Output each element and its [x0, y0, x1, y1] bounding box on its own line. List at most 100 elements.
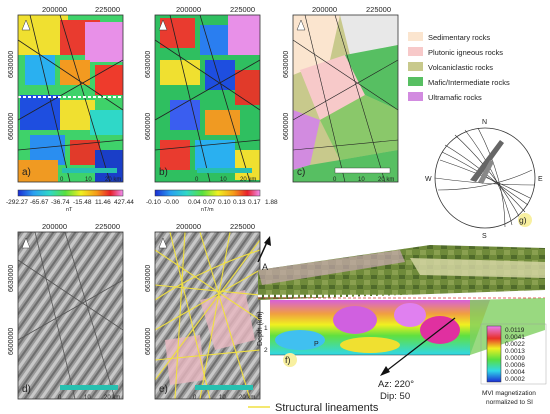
colorbar-a-tick: 427.44	[114, 199, 134, 206]
stereonet: N E S W g)	[425, 119, 543, 240]
scale-end: 20 km	[104, 395, 120, 401]
mvi-tick: 0.0006	[505, 362, 525, 369]
panel-b-map	[155, 15, 260, 182]
x-tick-b-1: 200000	[176, 5, 201, 14]
legend-swatch	[408, 77, 423, 86]
scale-bars-top: 0 10 20 km 0 10 20 km 0 10 20 km	[60, 177, 394, 183]
y-tick-a-2: 6600000	[8, 113, 15, 140]
azimuth-label: Az: 220°	[378, 379, 414, 390]
y-tick-e-2: 6600000	[145, 328, 152, 355]
mvi-tick: 0.0009	[505, 355, 525, 362]
legend-swatch	[408, 32, 423, 41]
legend-swatch	[408, 47, 423, 56]
panel-b-unit: nT/m	[201, 207, 214, 213]
colorbar-b-tick: 0.07	[203, 199, 216, 206]
colorbar-a-tick: -15.48	[73, 199, 92, 206]
north-arrow-icon	[21, 237, 31, 249]
mvi-tick: 0.0002	[505, 376, 525, 383]
north-arrow-icon	[296, 19, 306, 31]
panel-a-map	[18, 15, 123, 182]
scale-zero: 0	[60, 177, 64, 183]
top-y-ticks: 6630000 6600000 6630000 6600000 6630000 …	[8, 51, 290, 140]
colorbar-a-tick: -65.67	[30, 199, 49, 206]
y-tick-b-2: 6600000	[145, 113, 152, 140]
mvi-caption-1: MVI magnetization	[482, 390, 536, 397]
scale-bars-bottom: 0 10 20 km 0 10 20 km	[58, 395, 255, 401]
x-tick-a-1: 200000	[42, 5, 67, 14]
scale-mid: 10	[220, 177, 227, 183]
panel-c-label: c)	[297, 167, 305, 178]
panel-a-unit: nT	[66, 207, 73, 213]
scale-zero: 0	[58, 395, 62, 401]
panel-d-label: d)	[22, 384, 31, 395]
mvi-tick: 0.0013	[505, 348, 525, 355]
lineament-legend-label: Structural lineaments	[275, 402, 379, 414]
panel-f-badge	[283, 353, 297, 367]
panel-b-frame	[154, 14, 261, 183]
north-arrow-icon	[21, 19, 31, 31]
y-tick-c-1: 6630000	[283, 51, 290, 78]
north-arrow-icon	[158, 19, 168, 31]
x-tick-c-2: 225000	[366, 5, 391, 14]
x-tick-d-1: 200000	[42, 222, 67, 231]
panel-b-colorbar	[154, 189, 261, 197]
legend-label: Mafic/Intermediate rocks	[428, 78, 510, 87]
scale-end: 20 km	[105, 177, 121, 183]
panel-f-letter-label: A	[262, 262, 268, 272]
dip-arrow-icon	[384, 317, 456, 373]
scale-end: 20 km	[378, 177, 394, 183]
legend-swatch	[408, 62, 423, 71]
stereonet-north: N	[482, 119, 487, 126]
geology-legend: Sedimentary rocks Plutonic igneous rocks…	[408, 32, 510, 102]
y-tick-d-2: 6600000	[8, 328, 15, 355]
scale-end: 20 km	[240, 177, 256, 183]
panel-a-frame	[17, 14, 124, 183]
x-tick-e-1: 200000	[176, 222, 201, 231]
colorbar-a-tick: -36.74	[51, 199, 70, 206]
legend-label: Volcaniclastic rocks	[428, 63, 493, 72]
y-tick-b-1: 6630000	[145, 51, 152, 78]
legend-label: Ultramafic rocks	[428, 93, 482, 102]
colorbar-a-tick: 11.46	[95, 199, 111, 206]
scale-mid: 10	[358, 177, 365, 183]
depth-tick: 1	[264, 325, 268, 332]
rose-petal	[470, 140, 504, 182]
scale-zero: 0	[195, 177, 199, 183]
section-marker: P	[314, 341, 319, 348]
colorbar-b-tick: 0.17	[248, 199, 261, 206]
stereonet-west: W	[425, 176, 432, 183]
panel-f-block	[258, 245, 545, 356]
panel-b-colorbar-ticks: -0.10 -0.00 0.04 0.07 0.10 0.13 0.17 1.8…	[146, 199, 278, 206]
arrowhead-icon	[264, 236, 271, 246]
mvi-tick: 0.0022	[505, 341, 525, 348]
panel-g-label: g)	[519, 215, 527, 225]
mvi-tick: 0.0041	[505, 334, 525, 341]
x-tick-d-2: 225000	[95, 222, 120, 231]
mvi-tick: 0.0004	[505, 369, 525, 376]
arrowhead-icon	[380, 366, 390, 376]
panel-d-map	[18, 232, 123, 399]
panel-a-colorbar-ticks: -292.27 -65.67 -36.74 -15.48 11.46 427.4…	[6, 199, 134, 206]
stereonet-south: S	[482, 233, 487, 240]
depth-tick: 2	[264, 347, 268, 354]
panel-e-label: e)	[159, 384, 168, 395]
panel-a-colorbar	[17, 189, 124, 197]
x-tick-e-2: 225000	[230, 222, 255, 231]
top-x-ticks: 200000 225000 200000 225000 200000 22500…	[42, 5, 391, 14]
scale-mid: 10	[84, 395, 91, 401]
y-tick-d-1: 6630000	[8, 265, 15, 292]
panel-d-frame	[17, 231, 124, 400]
scale-zero: 0	[333, 177, 337, 183]
x-tick-b-2: 225000	[230, 5, 255, 14]
y-tick-c-2: 6600000	[283, 113, 290, 140]
colorbar-b-tick: 0.04	[188, 199, 201, 206]
mvi-colorbar: 0.0119 0.0041 0.0022 0.0013 0.0009 0.000…	[480, 323, 547, 385]
scale-mid: 10	[219, 395, 226, 401]
legend-label: Plutonic igneous rocks	[428, 48, 503, 57]
panel-f-label: f)	[285, 355, 291, 365]
stereonet-east: E	[538, 176, 543, 183]
panel-c-frame	[292, 14, 399, 183]
bottom-x-ticks: 200000 225000 200000 225000	[42, 222, 255, 231]
x-tick-c-1: 200000	[312, 5, 337, 14]
